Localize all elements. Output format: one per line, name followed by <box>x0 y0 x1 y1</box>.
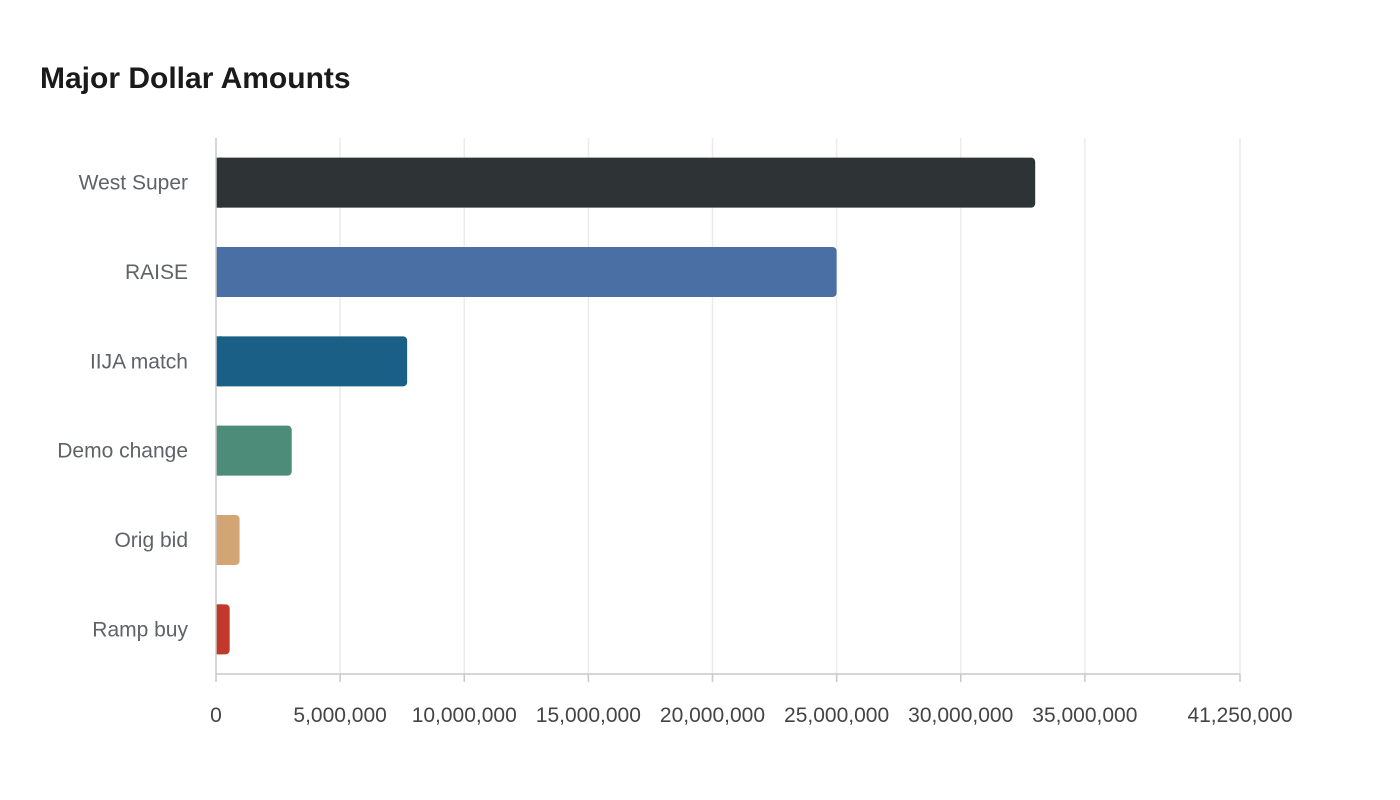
bar-iija-match <box>216 336 408 387</box>
bar-base <box>216 157 222 208</box>
category-label: IIJA match <box>90 350 188 373</box>
category-labels: West Super RAISE IIJA match Demo change Orig… <box>57 172 188 642</box>
x-tick-label: 30,000,000 <box>908 704 1013 727</box>
bars <box>216 157 1036 655</box>
x-tick-label: 15,000,000 <box>536 704 641 727</box>
x-tick-label: 10,000,000 <box>412 704 517 727</box>
x-tick-label: 25,000,000 <box>784 704 889 727</box>
bar-base <box>216 604 222 655</box>
grid-lines <box>339 138 1241 674</box>
x-tick-label: 0 <box>210 704 222 727</box>
x-tick-label: 41,250,000 <box>1187 704 1292 727</box>
category-label: Demo change <box>57 440 188 463</box>
bar-base <box>216 425 222 476</box>
category-label: Ramp buy <box>92 618 188 641</box>
category-label: Orig bid <box>114 529 188 552</box>
bar-demo-change <box>216 425 292 476</box>
bar-base <box>216 246 222 298</box>
bar-west-super <box>216 157 1036 208</box>
x-tick-label: 5,000,000 <box>293 704 386 727</box>
x-tick-label: 20,000,000 <box>660 704 765 727</box>
bar-base <box>216 514 222 566</box>
category-label: RAISE <box>125 261 188 284</box>
x-tick-label: 35,000,000 <box>1032 704 1137 727</box>
chart-title: Major Dollar Amounts <box>40 62 351 95</box>
category-label: West Super <box>79 172 188 195</box>
bar-raise <box>216 246 837 298</box>
bar-base <box>216 336 222 387</box>
axes <box>215 138 1241 682</box>
x-tick-labels: 0 5,000,000 10,000,000 15,000,000 20,000,000… <box>210 704 1292 727</box>
